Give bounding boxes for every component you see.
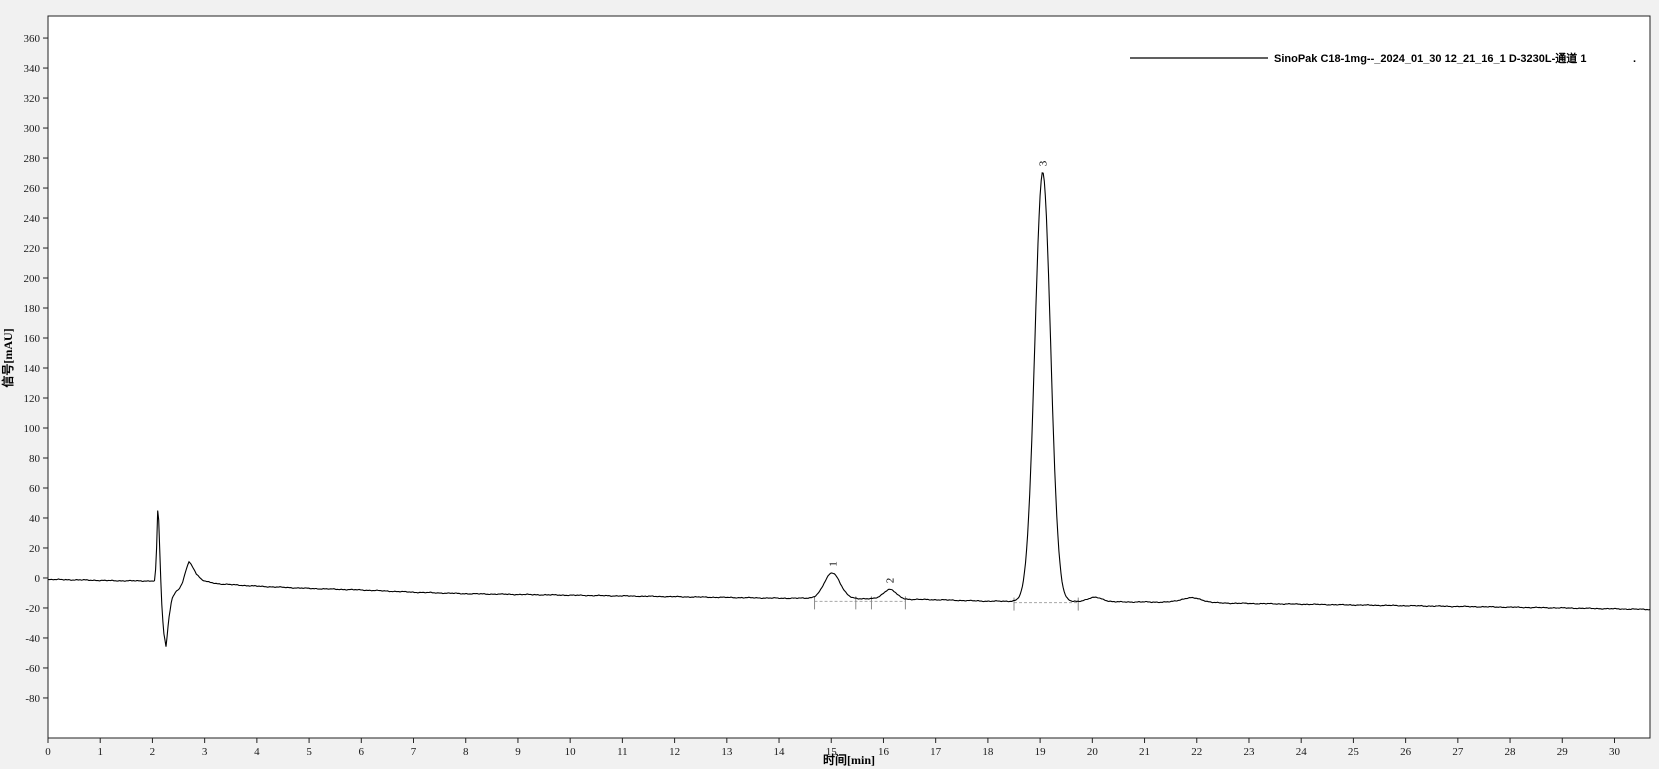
y-tick-label: 160 bbox=[24, 333, 41, 345]
y-tick-label: 40 bbox=[29, 513, 41, 525]
x-tick-label: 29 bbox=[1557, 746, 1569, 758]
x-tick-label: 20 bbox=[1087, 746, 1099, 758]
x-tick-label: 7 bbox=[411, 746, 417, 758]
y-axis-ticks: -80 -60 -40 -20 0 20 40 60 80 100 120 140 160 180 200 2… bbox=[24, 33, 48, 705]
y-tick-label: -20 bbox=[25, 603, 40, 615]
y-axis-title: 信号[mAU] bbox=[0, 328, 15, 387]
y-tick-label: 220 bbox=[24, 243, 41, 255]
y-tick-label: -60 bbox=[25, 663, 40, 675]
x-tick-label: 22 bbox=[1191, 746, 1202, 758]
x-tick-label: 30 bbox=[1609, 746, 1621, 758]
peak-label: 2 bbox=[885, 578, 897, 584]
y-tick-label: 300 bbox=[24, 123, 41, 135]
x-tick-label: 17 bbox=[930, 746, 942, 758]
x-tick-label: 3 bbox=[202, 746, 208, 758]
x-tick-label: 13 bbox=[721, 746, 733, 758]
x-tick-label: 19 bbox=[1035, 746, 1047, 758]
y-tick-label: 320 bbox=[24, 93, 41, 105]
y-tick-label: 360 bbox=[24, 33, 41, 45]
x-tick-label: 27 bbox=[1452, 746, 1464, 758]
x-tick-label: 26 bbox=[1400, 746, 1412, 758]
x-tick-label: 21 bbox=[1139, 746, 1150, 758]
y-tick-label: 0 bbox=[35, 573, 41, 585]
integration-baselines bbox=[814, 596, 1079, 611]
x-tick-label: 1 bbox=[97, 746, 103, 758]
x-tick-label: 18 bbox=[982, 746, 994, 758]
y-tick-label: -40 bbox=[25, 633, 40, 645]
x-tick-label: 23 bbox=[1243, 746, 1255, 758]
x-tick-label: 16 bbox=[878, 746, 890, 758]
x-tick-label: 28 bbox=[1505, 746, 1517, 758]
peak-label: 1 bbox=[827, 561, 839, 567]
peak-label: 3 bbox=[1038, 160, 1050, 166]
legend-dot-label: . bbox=[1633, 53, 1636, 65]
y-tick-label: 120 bbox=[24, 393, 41, 405]
y-tick-label: 280 bbox=[24, 153, 41, 165]
x-tick-label: 2 bbox=[150, 746, 156, 758]
x-tick-label: 5 bbox=[306, 746, 312, 758]
x-tick-label: 25 bbox=[1348, 746, 1360, 758]
y-tick-label: 80 bbox=[29, 453, 41, 465]
x-axis-title: 时间[min] bbox=[823, 752, 875, 767]
y-tick-label: 340 bbox=[24, 63, 41, 75]
x-tick-label: 0 bbox=[45, 746, 51, 758]
y-tick-label: -80 bbox=[25, 693, 40, 705]
x-tick-label: 10 bbox=[565, 746, 577, 758]
y-tick-label: 100 bbox=[24, 423, 41, 435]
legend-series-label: SinoPak C18-1mg--_2024_01_30 12_21_16_1 … bbox=[1274, 51, 1586, 65]
plot-area bbox=[47, 15, 1651, 739]
y-tick-label: 180 bbox=[24, 303, 41, 315]
x-tick-label: 24 bbox=[1296, 746, 1308, 758]
y-tick-label: 240 bbox=[24, 213, 41, 225]
x-tick-label: 14 bbox=[774, 746, 786, 758]
y-tick-label: 20 bbox=[29, 543, 41, 555]
x-tick-label: 12 bbox=[669, 746, 680, 758]
x-tick-label: 11 bbox=[617, 746, 628, 758]
x-tick-label: 6 bbox=[359, 746, 365, 758]
x-tick-label: 15 bbox=[826, 746, 838, 758]
x-axis-ticks: 0 1 2 3 4 5 6 7 8 9 10 11 12 13 14 15 16 17 18 19 20 21 22 23 24… bbox=[45, 738, 1620, 758]
x-tick-label: 8 bbox=[463, 746, 469, 758]
y-tick-label: 60 bbox=[29, 483, 41, 495]
chromatogram-trace bbox=[47, 172, 1651, 647]
x-tick-label: 4 bbox=[254, 746, 260, 758]
y-tick-label: 200 bbox=[24, 273, 41, 285]
y-tick-label: 260 bbox=[24, 183, 41, 195]
y-tick-label: 140 bbox=[24, 363, 41, 375]
x-tick-label: 9 bbox=[515, 746, 521, 758]
peak-number-labels: 1 2 3 bbox=[827, 160, 1049, 583]
legend: SinoPak C18-1mg--_2024_01_30 12_21_16_1 … bbox=[1130, 51, 1636, 65]
